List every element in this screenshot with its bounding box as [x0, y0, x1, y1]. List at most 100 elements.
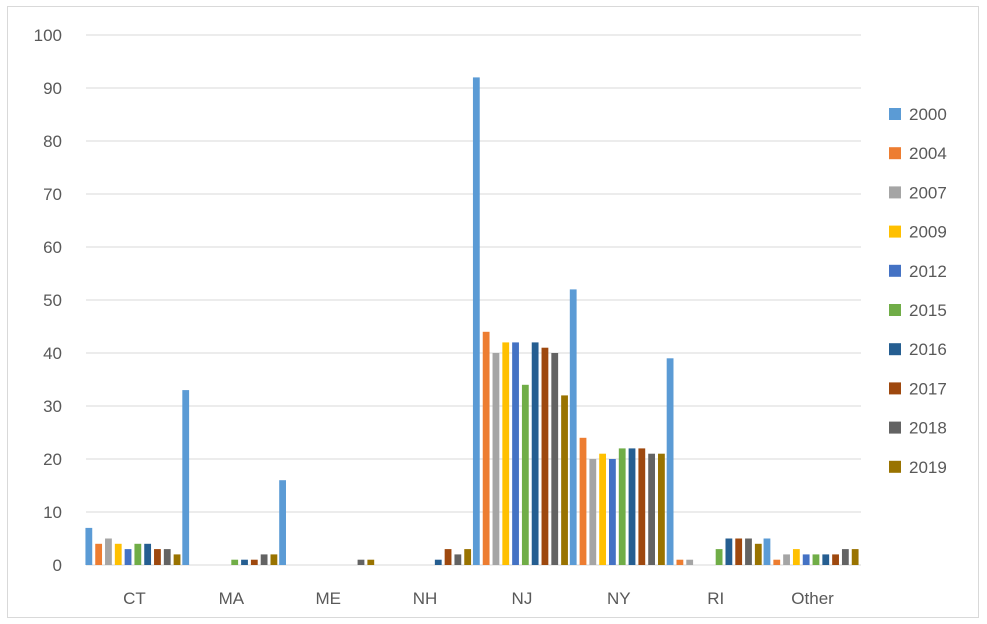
bar-other-2015	[812, 554, 820, 565]
bar-nh-2019	[464, 549, 472, 565]
bar-other-2007	[783, 554, 790, 565]
bar-ma-2017	[250, 559, 258, 565]
bar-me-2018	[357, 559, 365, 565]
bar-ny-2009	[599, 453, 607, 565]
bar-me-2000	[279, 480, 286, 565]
x-tick-label: RI	[707, 589, 724, 608]
x-tick-label: ME	[315, 589, 341, 608]
bar-ma-2015	[231, 559, 239, 565]
bar-ct-2000	[85, 527, 93, 565]
bar-ny-2019	[658, 453, 665, 565]
legend-swatch-2009	[889, 225, 901, 238]
y-tick-label: 20	[43, 450, 62, 469]
bar-nj-2007	[492, 353, 500, 565]
bar-ma-2016	[241, 559, 248, 565]
bar-ny-2012	[609, 459, 616, 565]
bar-nh-2018	[454, 554, 462, 565]
y-tick-label: 70	[43, 185, 62, 204]
y-tick-label: 40	[43, 344, 62, 363]
legend-label-2018: 2018	[909, 419, 947, 438]
bar-ma-2000	[182, 390, 190, 565]
bar-ny-2000	[569, 289, 577, 565]
bar-other-2018	[841, 549, 849, 565]
legend-label-2017: 2017	[909, 379, 947, 398]
legend-swatch-2017	[889, 382, 901, 395]
legend-label-2012: 2012	[909, 262, 947, 281]
bar-nj-2015	[521, 384, 529, 565]
y-axis-ticks: 0 10 20 30 40 50 60 70 80 90 100	[34, 26, 62, 575]
bar-me-2019	[367, 559, 375, 565]
bar-ct-2019	[173, 554, 181, 565]
bar-nj-2019	[561, 395, 568, 565]
bar-nj-2016	[531, 342, 539, 565]
bar-ny-2016	[628, 448, 636, 565]
x-tick-label: NJ	[512, 589, 533, 608]
bar-ri-2016	[725, 538, 733, 565]
legend-label-2019: 2019	[909, 458, 947, 477]
bar-ct-2016	[144, 543, 152, 565]
legend-swatch-2015	[889, 304, 901, 316]
bar-nh-2017	[444, 549, 452, 565]
bar-other-2009	[792, 549, 800, 565]
bar-other-2012	[802, 554, 810, 565]
legend-swatch-2004	[889, 147, 901, 160]
bar-other-2000	[763, 538, 771, 565]
legend-swatch-2000	[889, 108, 901, 120]
bar-ma-2018	[260, 554, 268, 565]
legend-swatch-2018	[889, 421, 901, 434]
bar-nj-2017	[541, 347, 549, 565]
y-tick-label: 30	[43, 397, 62, 416]
bar-ri-2017	[735, 538, 743, 565]
legend-swatch-2007	[889, 186, 901, 199]
y-tick-label: 50	[43, 291, 62, 310]
legend-swatch-2016	[889, 343, 901, 356]
bar-ri-2018	[745, 538, 752, 565]
bar-ct-2017	[154, 549, 161, 565]
bar-ri-2019	[754, 543, 762, 565]
x-tick-label: Other	[791, 589, 834, 608]
bar-ct-2009	[114, 543, 122, 565]
bar-nj-2004	[482, 331, 490, 565]
x-tick-label: CT	[123, 589, 146, 608]
bar-ri-2007	[686, 559, 694, 565]
x-tick-label: NY	[607, 589, 631, 608]
bars	[85, 77, 859, 566]
bar-other-2019	[851, 549, 859, 565]
x-tick-label: NH	[413, 589, 438, 608]
bar-ri-2000	[666, 358, 674, 565]
bar-nj-2000	[472, 77, 480, 566]
bar-ny-2004	[579, 437, 587, 565]
legend-label-2015: 2015	[909, 301, 947, 320]
y-tick-label: 10	[43, 503, 62, 522]
bar-nh-2016	[434, 559, 442, 565]
legend-label-2016: 2016	[909, 340, 947, 359]
y-tick-label: 100	[34, 26, 62, 45]
bar-ny-2015	[618, 448, 626, 565]
x-tick-label: MA	[219, 589, 245, 608]
bar-other-2017	[832, 554, 839, 565]
bar-ri-2004	[676, 559, 684, 565]
legend-swatch-2019	[889, 460, 901, 473]
bar-other-2004	[773, 559, 781, 565]
y-tick-label: 90	[43, 79, 62, 98]
legend: 2000 2004 2007 2009 2012 2015 2016 2017 2018 2019	[889, 105, 947, 477]
bar-ny-2018	[648, 453, 656, 565]
bar-nj-2012	[512, 342, 519, 565]
bar-ct-2007	[105, 538, 112, 565]
y-tick-label: 80	[43, 132, 62, 151]
bar-ct-2004	[95, 543, 103, 565]
y-tick-label: 0	[53, 556, 62, 575]
bar-ct-2015	[134, 543, 142, 565]
legend-swatch-2012	[889, 264, 901, 277]
bar-nj-2018	[551, 353, 559, 565]
bar-ny-2007	[589, 459, 597, 565]
legend-label-2004: 2004	[909, 144, 947, 163]
legend-label-2007: 2007	[909, 183, 947, 202]
y-tick-label: 60	[43, 238, 62, 257]
bar-other-2016	[822, 554, 830, 565]
bar-ri-2015	[715, 549, 723, 565]
legend-label-2009: 2009	[909, 223, 947, 242]
bar-ct-2012	[124, 549, 132, 565]
bar-ma-2019	[270, 554, 278, 565]
